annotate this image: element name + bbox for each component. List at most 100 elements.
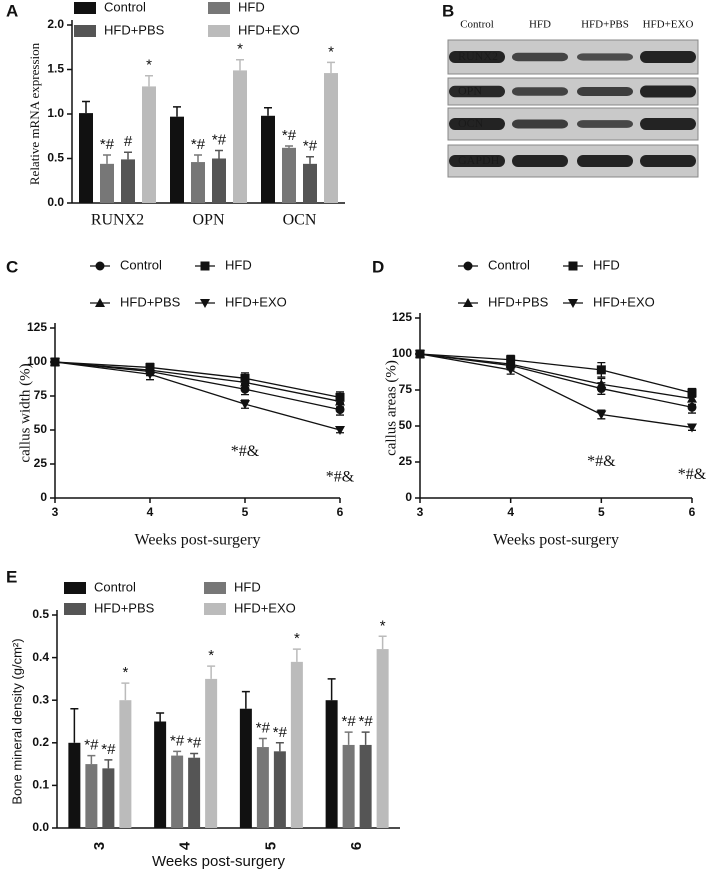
band <box>577 155 633 167</box>
y-tick-label: 0.1 <box>32 778 49 792</box>
y-tick-label: 0.4 <box>32 650 49 664</box>
series-line <box>419 353 693 429</box>
band <box>577 87 633 96</box>
bar <box>290 661 303 828</box>
x-tick-label: OPN <box>192 212 224 229</box>
error-bar <box>258 737 267 748</box>
series-line <box>419 353 693 394</box>
bar <box>100 163 114 203</box>
legend-label: HFD+PBS <box>104 22 165 37</box>
bar <box>170 116 184 203</box>
lane-label: Control <box>460 19 494 31</box>
band <box>449 51 505 63</box>
band <box>577 120 633 128</box>
error-bar <box>327 678 336 701</box>
legend-swatch <box>208 2 230 14</box>
significance-label: *# <box>100 136 115 153</box>
significance-label: * <box>146 57 152 74</box>
point <box>505 365 516 375</box>
significance-label: *# <box>342 713 357 730</box>
significance-label: *# <box>187 734 202 751</box>
y-axis-label: Bone mineral density (g/cm²) <box>9 638 24 804</box>
lane-label: HFD+EXO <box>643 19 694 31</box>
y-tick-label: 0 <box>40 490 47 504</box>
band <box>512 52 568 62</box>
significance-label: *# <box>359 713 374 730</box>
band <box>640 118 696 130</box>
x-tick-label: OCN <box>283 212 317 229</box>
legend-label: HFD+EXO <box>593 294 655 309</box>
y-tick-label: 50 <box>399 418 413 432</box>
significance-label: *# <box>101 741 116 758</box>
significance-label: *# <box>212 131 227 148</box>
error-bar <box>327 61 335 74</box>
legend-marker <box>200 299 210 308</box>
x-tick-label: 6 <box>689 505 696 519</box>
x-tick-label: RUNX2 <box>91 212 144 229</box>
point <box>415 350 425 359</box>
significance-label: *# <box>303 138 318 155</box>
legend-marker <box>95 298 105 307</box>
legend-label: Control <box>94 579 136 594</box>
lane-label: HFD <box>529 19 551 31</box>
bar <box>142 86 156 203</box>
legend-marker <box>463 298 473 307</box>
band <box>640 51 696 63</box>
bar <box>324 73 338 203</box>
band <box>449 118 505 130</box>
error-bar <box>236 58 244 71</box>
x-tick-label: 5 <box>262 842 279 850</box>
error-bar <box>124 151 132 160</box>
band <box>512 119 568 129</box>
legend-label: HFD <box>238 0 265 14</box>
significance-label: *# <box>191 136 206 153</box>
x-tick-label: 3 <box>52 505 59 519</box>
bar <box>282 147 296 203</box>
series-line <box>419 353 693 400</box>
bar <box>376 649 389 828</box>
legend-label: Control <box>120 257 162 272</box>
x-axis-label: Weeks post-surgery <box>135 532 261 549</box>
band <box>577 53 633 61</box>
bar <box>273 751 286 828</box>
error-bar <box>173 106 181 117</box>
error-bar <box>361 731 370 745</box>
y-tick-label: 0 <box>405 490 412 504</box>
significance-label: *#& <box>678 466 707 483</box>
error-bar <box>103 154 111 164</box>
significance-label: * <box>294 630 300 647</box>
error-bar <box>82 100 90 114</box>
bar <box>102 768 115 828</box>
error-bar <box>292 648 301 662</box>
panel-letter: D <box>372 257 384 276</box>
y-tick-label: 0.0 <box>47 195 64 209</box>
legend-label: HFD <box>234 579 261 594</box>
band <box>640 155 696 167</box>
significance-label: *# <box>256 720 271 737</box>
series-line <box>54 361 341 411</box>
legend-swatch <box>204 603 226 615</box>
bar <box>119 700 132 828</box>
bar <box>342 744 355 828</box>
legend-swatch <box>204 582 226 594</box>
y-tick-label: 0.0 <box>32 820 49 834</box>
y-axis-label: callus width (%) <box>17 363 33 462</box>
y-tick-label: 0.5 <box>47 151 64 165</box>
bar <box>303 163 317 203</box>
legend-label: Control <box>488 257 530 272</box>
significance-label: *#& <box>231 443 260 460</box>
panel-letter: B <box>442 1 454 20</box>
bar <box>233 70 247 203</box>
y-tick-label: 75 <box>34 388 48 402</box>
y-tick-label: 0.5 <box>32 607 49 621</box>
error-bar <box>70 707 79 743</box>
y-tick-label: 50 <box>34 422 48 436</box>
x-tick-label: 6 <box>348 842 365 850</box>
y-tick-label: 100 <box>27 354 47 368</box>
panel-letter: E <box>6 567 17 586</box>
point <box>596 365 606 375</box>
bar <box>205 678 218 828</box>
bar <box>85 764 98 828</box>
significance-label: * <box>380 617 386 634</box>
bar <box>212 158 226 203</box>
